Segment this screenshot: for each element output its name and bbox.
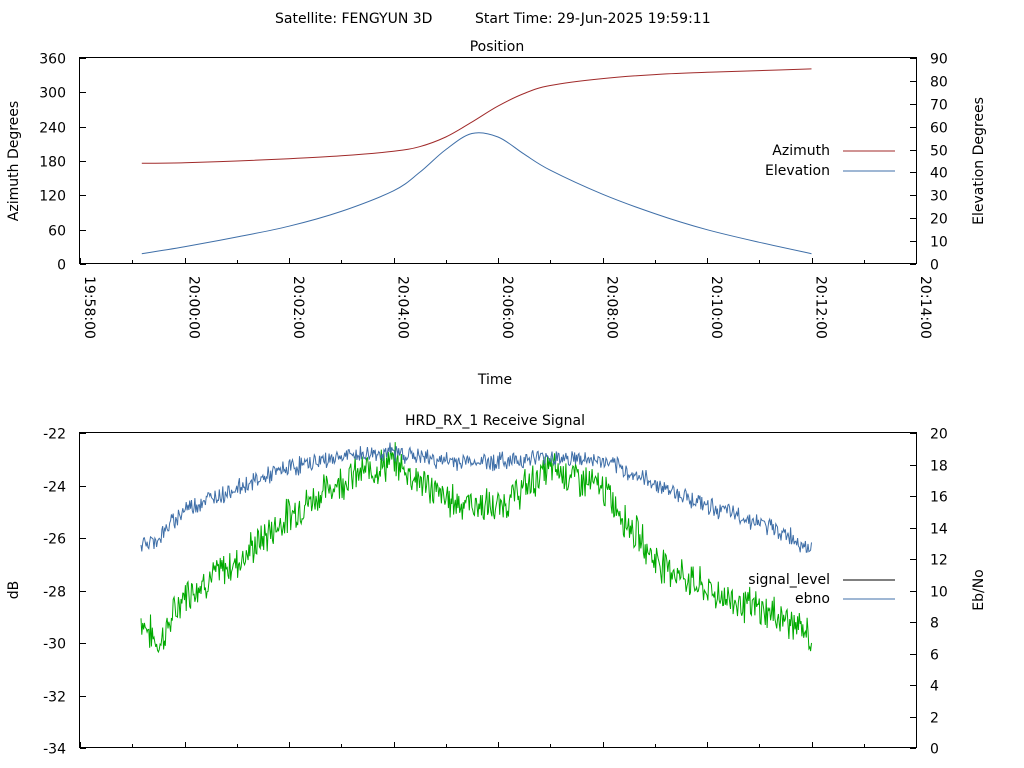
position-chart: Position 0 60 120 180 240 300 360 0 10 20 30 40 50 60… (6, 39, 987, 388)
position-legend: Azimuth Elevation (765, 143, 895, 179)
azimuth-tick-label: 60 (48, 224, 66, 240)
azimuth-axis-label: Azimuth Degrees (6, 101, 22, 221)
elevation-tick-label: 60 (930, 121, 948, 137)
ebno-tick-label: 8 (930, 616, 939, 632)
time-tick-label: 19:58:00 (81, 276, 97, 339)
signal-legend: signal_level ebno (748, 572, 895, 607)
ebno-tick-label: 6 (930, 648, 939, 664)
receive-signal-chart: HRD_RX_1 Receive Signal -34-32-30-28-26-… (6, 413, 987, 758)
elevation-tick-label: 30 (930, 189, 948, 205)
ebno-tick-label: 10 (930, 585, 948, 601)
ebno-tick-label: 12 (930, 553, 948, 569)
elevation-series-line (141, 132, 812, 255)
db-tick-label: -30 (43, 637, 66, 653)
start-time-label: Start Time: 29-Jun-2025 19:59:11 (475, 11, 711, 27)
time-tick-label: 20:00:00 (186, 276, 202, 339)
elevation-tick-label: 40 (930, 166, 948, 182)
azimuth-tick-label: 180 (39, 155, 66, 171)
signal-axis-ticks: -34 -32 -30 -28 -26 -24 -22 0 2 4 6 8 10 12 14 16 18 20 (43, 427, 948, 758)
db-tick-label: -28 (43, 585, 66, 601)
db-tick-label: -32 (43, 690, 66, 706)
ebno-tick-label: 20 (930, 427, 948, 443)
elevation-axis-label: Elevation Degrees (971, 97, 987, 225)
time-tick-label: 20:12:00 (813, 276, 829, 339)
ebno-axis-label: Eb/No (971, 569, 987, 611)
db-axis-label: dB (6, 581, 22, 600)
position-axis-ticks: 0 60 120 180 240 300 360 0 10 20 30 40 50 60 70 80 90 19:… (39, 52, 948, 339)
ebno-tick-label: 4 (930, 679, 939, 695)
position-plot-frame (79, 57, 917, 264)
time-tick-label: 20:04:00 (395, 276, 411, 339)
receive-signal-title: HRD_RX_1 Receive Signal (405, 413, 585, 429)
azimuth-tick-label: 0 (57, 258, 66, 274)
ebno-tick-label: 18 (930, 459, 948, 475)
db-tick-label: -24 (43, 480, 66, 496)
time-tick-label: 20:10:00 (708, 276, 724, 339)
legend-azimuth-label: Azimuth (772, 143, 830, 159)
legend-ebno-label: ebno (795, 591, 830, 607)
elevation-tick-label: 20 (930, 212, 948, 228)
elevation-tick-label: 80 (930, 75, 948, 91)
ebno-tick-label: 2 (930, 711, 939, 727)
ebno-tick-label: 16 (930, 490, 948, 506)
elevation-tick-label: 0 (930, 258, 939, 274)
time-tick-label: 20:14:00 (917, 276, 933, 339)
db-tick-label: -22 (43, 427, 66, 443)
time-tick-label: 20:08:00 (604, 276, 620, 339)
azimuth-tick-label: 300 (39, 86, 66, 102)
azimuth-series-line (141, 68, 812, 164)
db-tick-label: -26 (43, 532, 66, 548)
azimuth-tick-label: 240 (39, 121, 66, 137)
position-title: Position (470, 39, 525, 55)
time-axis-label: Time (477, 372, 512, 388)
ebno-series-line (140, 442, 812, 553)
satellite-label: Satellite: FENGYUN 3D (275, 11, 432, 27)
green-signal-series-line (140, 442, 812, 654)
azimuth-tick-label: 360 (39, 52, 66, 68)
elevation-tick-label: 90 (930, 52, 948, 68)
legend-signal-level-label: signal_level (748, 572, 830, 588)
ebno-tick-label: 14 (930, 522, 948, 538)
azimuth-tick-label: 120 (39, 189, 66, 205)
time-tick-label: 20:06:00 (499, 276, 515, 339)
ebno-tick-label: 0 (930, 742, 939, 758)
elevation-tick-label: 50 (930, 144, 948, 160)
time-tick-label: 20:02:00 (290, 276, 306, 339)
elevation-tick-label: 10 (930, 235, 948, 251)
elevation-tick-label: 70 (930, 98, 948, 114)
db-tick-label: -34 (43, 742, 66, 758)
legend-elevation-label: Elevation (765, 163, 830, 179)
